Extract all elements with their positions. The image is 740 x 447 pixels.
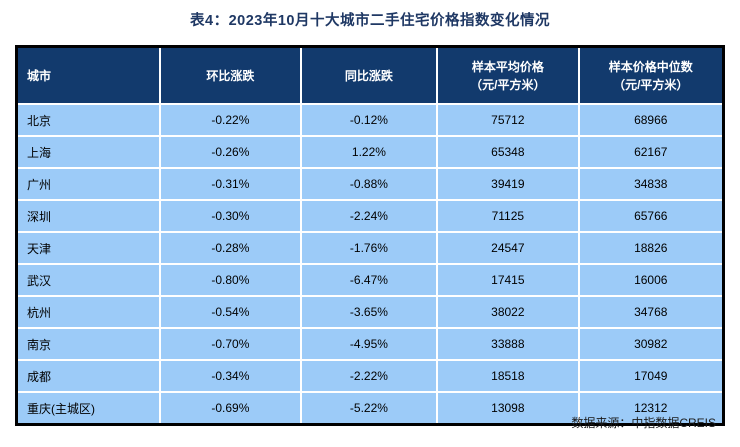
table-row: 北京 -0.22% -0.12% 75712 68966 [15,103,725,137]
price-index-table: 城市 环比涨跌 同比涨跌 样本平均价格 （元/平方米） [15,45,725,426]
table-row: 武汉 -0.80% -6.47% 17415 16006 [15,263,725,297]
cell-median-price: 62167 [577,135,725,169]
cell-avg-price: 39419 [436,167,580,201]
cell-mom-change: -0.70% [159,327,302,361]
col-header-mom-change: 环比涨跌 [159,45,302,105]
cell-city: 成都 [15,359,162,393]
cell-median-price: 30982 [577,327,725,361]
col-header-avg-price: 样本平均价格 （元/平方米） [436,45,580,105]
cell-median-price: 16006 [577,263,725,297]
cell-city: 深圳 [15,199,162,233]
cell-median-price: 17049 [577,359,725,393]
cell-avg-price: 75712 [436,103,580,137]
col-header-sublabel: （元/平方米） [613,77,689,92]
cell-city: 北京 [15,103,162,137]
cell-avg-price: 65348 [436,135,580,169]
cell-yoy-change: -3.65% [299,295,439,329]
table-container: 城市 环比涨跌 同比涨跌 样本平均价格 （元/平方米） [15,45,725,426]
cell-city: 上海 [15,135,162,169]
table-row: 杭州 -0.54% -3.65% 38022 34768 [15,295,725,329]
cell-yoy-change: -6.47% [299,263,439,297]
col-header-label: 同比涨跌 [344,68,393,83]
cell-mom-change: -0.54% [159,295,302,329]
cell-city: 重庆(主城区) [15,391,162,426]
cell-yoy-change: -2.24% [299,199,439,233]
table-row: 重庆(主城区) -0.69% -5.22% 13098 12312 [15,391,725,426]
cell-mom-change: -0.28% [159,231,302,265]
cell-median-price: 65766 [577,199,725,233]
cell-city: 广州 [15,167,162,201]
cell-mom-change: -0.31% [159,167,302,201]
cell-mom-change: -0.26% [159,135,302,169]
col-header-median-price: 样本价格中位数 （元/平方米） [577,45,725,105]
cell-city: 天津 [15,231,162,265]
col-header-label: 样本价格中位数 [608,59,693,74]
cell-yoy-change: -2.22% [299,359,439,393]
table-row: 南京 -0.70% -4.95% 33888 30982 [15,327,725,361]
cell-avg-price: 17415 [436,263,580,297]
cell-median-price: 12312 [577,391,725,426]
col-header-label: 样本平均价格 [471,59,544,74]
cell-avg-price: 13098 [436,391,580,426]
cell-yoy-change: 1.22% [299,135,439,169]
cell-median-price: 18826 [577,231,725,265]
table-row: 上海 -0.26% 1.22% 65348 62167 [15,135,725,169]
col-header-city: 城市 [15,45,162,105]
cell-city: 南京 [15,327,162,361]
cell-yoy-change: -4.95% [299,327,439,361]
cell-avg-price: 71125 [436,199,580,233]
cell-median-price: 68966 [577,103,725,137]
col-header-yoy-change: 同比涨跌 [299,45,439,105]
table-row: 成都 -0.34% -2.22% 18518 17049 [15,359,725,393]
col-header-label: 环比涨跌 [206,68,255,83]
page-title: 表4：2023年10月十大城市二手住宅价格指数变化情况 [190,13,550,29]
col-header-label: 城市 [27,68,52,83]
table-header-row: 城市 环比涨跌 同比涨跌 样本平均价格 （元/平方米） [15,45,725,105]
cell-avg-price: 38022 [436,295,580,329]
cell-city: 武汉 [15,263,162,297]
cell-city: 杭州 [15,295,162,329]
cell-avg-price: 24547 [436,231,580,265]
cell-mom-change: -0.69% [159,391,302,426]
cell-mom-change: -0.34% [159,359,302,393]
cell-avg-price: 18518 [436,359,580,393]
table-row: 深圳 -0.30% -2.24% 71125 65766 [15,199,725,233]
table-row: 广州 -0.31% -0.88% 39419 34838 [15,167,725,201]
cell-mom-change: -0.22% [159,103,302,137]
cell-yoy-change: -1.76% [299,231,439,265]
cell-median-price: 34768 [577,295,725,329]
cell-yoy-change: -0.12% [299,103,439,137]
col-header-sublabel: （元/平方米） [470,77,546,92]
cell-yoy-change: -0.88% [299,167,439,201]
cell-avg-price: 33888 [436,327,580,361]
table-row: 天津 -0.28% -1.76% 24547 18826 [15,231,725,265]
data-source-note: 数据来源：中指数据CREIS [571,416,716,430]
cell-mom-change: -0.30% [159,199,302,233]
cell-median-price: 34838 [577,167,725,201]
cell-yoy-change: -5.22% [299,391,439,426]
cell-mom-change: -0.80% [159,263,302,297]
